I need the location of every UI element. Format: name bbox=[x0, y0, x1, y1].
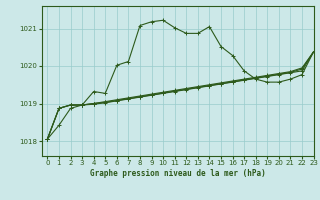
X-axis label: Graphe pression niveau de la mer (hPa): Graphe pression niveau de la mer (hPa) bbox=[90, 169, 266, 178]
